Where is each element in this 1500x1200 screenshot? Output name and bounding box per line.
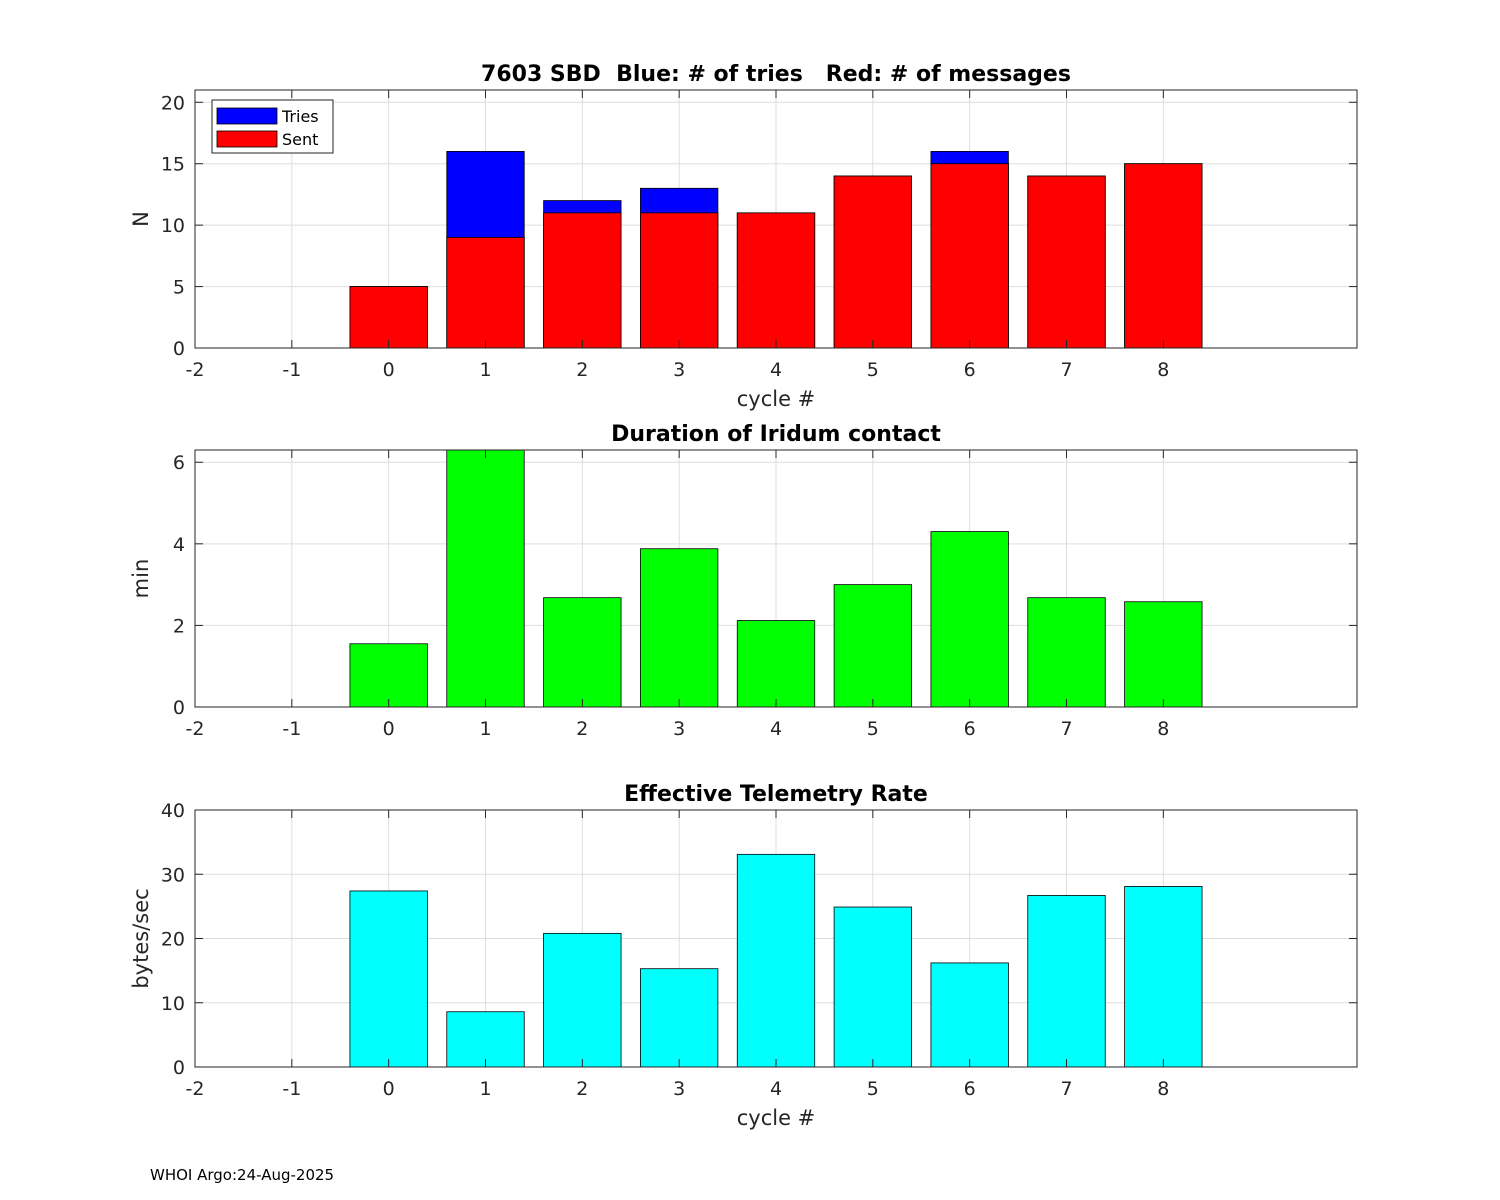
- bar-rate-cycle-5: [833, 906, 912, 1067]
- legend-swatch-sent: [216, 130, 278, 148]
- x-tick-label: 1: [479, 1078, 491, 1100]
- bar-duration-cycle-1: [446, 450, 525, 707]
- bar-sent-cycle-8: [1124, 163, 1203, 348]
- y-axis-label: N: [129, 211, 153, 227]
- x-tick-label: 4: [770, 1078, 782, 1100]
- x-tick-label: 7: [1060, 1078, 1072, 1100]
- bar-rate-cycle-3: [640, 968, 719, 1067]
- x-tick-label: 1: [479, 718, 491, 740]
- x-tick-label: 3: [673, 1078, 685, 1100]
- x-axis-label: cycle #: [737, 387, 816, 411]
- y-tick-label: 6: [173, 452, 185, 474]
- bars-group: [349, 450, 1203, 707]
- bar-rate-cycle-1: [446, 1011, 525, 1067]
- chart-panel-3: -2 -1 0 1 2 3 4 5 6 7 8 0 10 20 30 40 Effective Telemetr…: [129, 782, 1358, 1130]
- x-tick-label: 3: [673, 359, 685, 381]
- x-tick-label: 2: [576, 359, 588, 381]
- chart-title: Effective Telemetry Rate: [624, 782, 928, 807]
- x-tick-label: 5: [867, 718, 879, 740]
- y-tick-label: 5: [173, 277, 185, 299]
- x-tick-label: -2: [186, 359, 205, 381]
- chart-title: 7603 SBD Blue: # of tries Red: # of mess…: [481, 62, 1071, 87]
- x-tick-label: 2: [576, 718, 588, 740]
- x-tick-label: -2: [186, 718, 205, 740]
- chart-panel-2: -2 -1 0 1 2 3 4 5 6 7 8 0 2 4 6 Duration of Iridum cont…: [129, 422, 1358, 740]
- x-tick-label: 4: [770, 718, 782, 740]
- x-tick-label: -1: [282, 1078, 301, 1100]
- x-tick-label: 1: [479, 359, 491, 381]
- x-tick-label: 8: [1157, 359, 1169, 381]
- bar-sent-cycle-7: [1027, 175, 1106, 348]
- y-tick-label: 4: [173, 534, 185, 556]
- bar-sent-cycle-6: [930, 163, 1009, 348]
- bar-duration-cycle-6: [930, 531, 1009, 707]
- bar-sent-cycle-3: [640, 212, 719, 348]
- bar-sent-cycle-4: [736, 212, 816, 348]
- y-tick-label: 0: [173, 338, 185, 360]
- x-tick-label: 5: [867, 1078, 879, 1100]
- y-tick-label: 0: [173, 697, 185, 719]
- bar-sent-cycle-5: [833, 175, 912, 348]
- legend: Tries Sent: [211, 99, 334, 154]
- bar-rate-cycle-6: [930, 962, 1009, 1067]
- bars-group: [349, 151, 1203, 348]
- x-tick-label: 7: [1060, 359, 1072, 381]
- y-tick-label: 0: [173, 1057, 185, 1079]
- y-tick-label: 10: [161, 993, 185, 1015]
- bar-duration-cycle-8: [1124, 601, 1203, 707]
- x-tick-label: 6: [964, 1078, 976, 1100]
- bar-duration-cycle-7: [1027, 597, 1106, 707]
- x-tick-label: 4: [770, 359, 782, 381]
- bar-duration-cycle-3: [640, 548, 719, 707]
- bar-sent-cycle-0: [349, 286, 428, 348]
- y-tick-label: 40: [161, 800, 185, 822]
- x-tick-label: -2: [186, 1078, 205, 1100]
- x-tick-label: 5: [867, 359, 879, 381]
- y-tick-label: 30: [161, 864, 185, 886]
- x-tick-label: -1: [282, 718, 301, 740]
- x-tick-label: 0: [383, 359, 395, 381]
- x-axis-label: cycle #: [737, 1106, 816, 1130]
- bar-rate-cycle-4: [736, 853, 816, 1067]
- y-tick-label: 2: [173, 615, 185, 637]
- bar-sent-cycle-2: [543, 212, 622, 348]
- chart-title: Duration of Iridum contact: [611, 422, 941, 447]
- legend-label-sent: Sent: [282, 130, 318, 149]
- bar-duration-cycle-2: [543, 597, 622, 707]
- x-tick-label: 8: [1157, 1078, 1169, 1100]
- bars-group: [349, 853, 1203, 1067]
- x-tick-label: -1: [282, 359, 301, 381]
- x-tick-label: 3: [673, 718, 685, 740]
- bar-rate-cycle-2: [543, 932, 622, 1067]
- y-axis-label: bytes/sec: [129, 888, 153, 988]
- x-tick-label: 7: [1060, 718, 1072, 740]
- bar-rate-cycle-0: [349, 890, 428, 1067]
- y-tick-label: 10: [161, 215, 185, 237]
- legend-label-tries: Tries: [281, 107, 319, 126]
- bar-duration-cycle-5: [833, 584, 912, 707]
- footer-stamp: WHOI Argo:24-Aug-2025: [150, 1166, 335, 1184]
- y-axis-label: min: [129, 559, 153, 599]
- y-tick-label: 20: [161, 92, 185, 114]
- x-tick-label: 8: [1157, 718, 1169, 740]
- chart-panel-1: -2 -1 0 1 2 3 4 5 6 7 8 0 5 10 15 20 7603 SBD Blue: # of…: [129, 62, 1358, 411]
- legend-swatch-tries: [216, 107, 278, 125]
- bar-duration-cycle-0: [349, 643, 428, 707]
- x-tick-label: 6: [964, 359, 976, 381]
- y-tick-label: 20: [161, 929, 185, 951]
- x-tick-label: 6: [964, 718, 976, 740]
- bar-rate-cycle-7: [1027, 895, 1106, 1067]
- x-tick-label: 2: [576, 1078, 588, 1100]
- bar-rate-cycle-8: [1124, 886, 1203, 1067]
- x-tick-label: 0: [383, 1078, 395, 1100]
- y-tick-label: 15: [161, 154, 185, 176]
- bar-sent-cycle-1: [446, 237, 525, 348]
- x-tick-label: 0: [383, 718, 395, 740]
- bar-duration-cycle-4: [736, 620, 816, 707]
